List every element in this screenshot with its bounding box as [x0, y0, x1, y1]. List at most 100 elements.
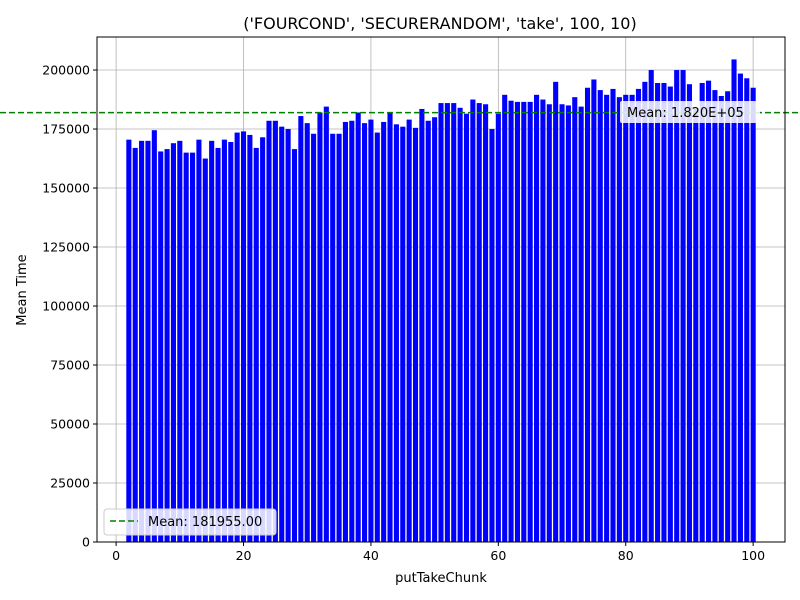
bar — [502, 94, 508, 542]
bar — [495, 113, 501, 543]
bar — [572, 97, 578, 542]
bar — [279, 126, 285, 542]
bar — [330, 133, 336, 543]
x-axis-label: putTakeChunk — [395, 571, 487, 586]
bar — [508, 100, 514, 542]
bar — [202, 158, 208, 542]
bar — [629, 94, 635, 542]
bar — [546, 104, 552, 542]
bar — [393, 124, 399, 543]
legend: Mean: 181955.00 — [103, 508, 277, 536]
bar — [483, 104, 489, 542]
bar — [304, 123, 310, 542]
bar — [559, 104, 565, 542]
bar — [744, 78, 750, 543]
bar — [706, 80, 712, 542]
bar — [712, 90, 718, 542]
bar — [190, 152, 196, 542]
bar — [432, 117, 438, 542]
x-tick-label: 80 — [618, 548, 634, 563]
bar — [209, 140, 215, 542]
bar — [323, 106, 329, 542]
bar — [349, 120, 355, 542]
bar — [164, 149, 170, 542]
x-axis-ticks: 0 20 40 60 80 100 — [112, 542, 765, 563]
bar — [699, 83, 705, 542]
y-tick-label: 125000 — [42, 240, 90, 255]
bar — [476, 103, 482, 542]
bar — [272, 120, 278, 542]
bar — [419, 108, 425, 542]
bar — [215, 147, 221, 543]
bar — [521, 101, 527, 542]
bar — [177, 140, 183, 542]
plot-frame — [96, 36, 786, 543]
bar — [438, 103, 444, 542]
bar — [565, 105, 571, 543]
bar — [463, 113, 470, 543]
x-tick-label: 40 — [363, 548, 379, 563]
bar — [674, 70, 680, 542]
bar — [336, 133, 342, 543]
y-tick-label: 100000 — [42, 299, 90, 314]
bar — [406, 119, 412, 543]
bar — [623, 94, 629, 542]
bar — [158, 151, 164, 542]
bar — [514, 101, 520, 542]
bar — [686, 84, 692, 542]
bar — [196, 139, 202, 543]
bar — [534, 94, 540, 542]
y-axis-ticks: 0 25000 50000 75000 100000 125000 150000 175000… — [42, 63, 97, 550]
bar — [610, 88, 616, 542]
y-tick-label: 50000 — [50, 417, 90, 432]
bar — [750, 87, 756, 542]
bar — [451, 103, 457, 542]
bar — [412, 127, 419, 542]
bar — [527, 101, 533, 542]
bar — [667, 86, 673, 542]
x-tick-label: 100 — [741, 548, 765, 563]
bar — [260, 137, 266, 542]
bar — [362, 123, 368, 542]
bar — [342, 121, 348, 542]
bar — [285, 129, 291, 542]
bar — [725, 91, 731, 543]
bar — [311, 133, 317, 543]
bars — [126, 59, 756, 543]
bar — [291, 149, 298, 542]
bar — [355, 112, 361, 543]
bar — [139, 140, 145, 542]
x-tick-label: 20 — [236, 548, 252, 563]
y-tick-label: 150000 — [42, 181, 90, 196]
y-tick-label: 0 — [82, 535, 90, 550]
bar — [616, 97, 622, 542]
bar — [718, 95, 724, 542]
bar — [604, 94, 610, 542]
bar — [635, 88, 642, 542]
bar — [731, 59, 737, 543]
bar — [693, 108, 699, 542]
bar — [221, 139, 227, 543]
mean-annotation-text: Mean: 1.820E+05 — [627, 106, 744, 121]
bar — [126, 139, 132, 543]
bar — [253, 147, 259, 543]
bar — [132, 147, 138, 543]
bar — [680, 70, 686, 542]
bar — [425, 120, 431, 542]
bar — [387, 112, 393, 543]
bar — [400, 126, 406, 542]
bar — [591, 79, 597, 543]
y-tick-label: 175000 — [42, 122, 90, 137]
bar — [648, 70, 654, 542]
bar — [578, 106, 584, 542]
legend-label-mean: Mean: 181955.00 — [148, 515, 262, 530]
bar — [489, 129, 495, 542]
bar — [444, 103, 450, 542]
x-tick-label: 0 — [112, 548, 120, 563]
bar — [151, 130, 157, 542]
bar — [737, 73, 743, 543]
bar — [240, 131, 247, 542]
x-tick-label: 60 — [490, 548, 506, 563]
bar — [183, 152, 189, 542]
y-tick-label: 200000 — [42, 63, 90, 78]
